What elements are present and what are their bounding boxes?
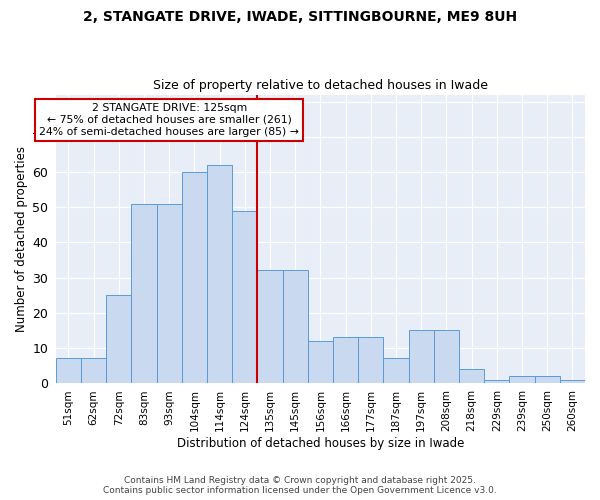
Bar [535, 376, 560, 383]
Text: Contains HM Land Registry data © Crown copyright and database right 2025.
Contai: Contains HM Land Registry data © Crown c… [103, 476, 497, 495]
X-axis label: Distribution of detached houses by size in Iwade: Distribution of detached houses by size … [177, 437, 464, 450]
Text: 2, STANGATE DRIVE, IWADE, SITTINGBOURNE, ME9 8UH: 2, STANGATE DRIVE, IWADE, SITTINGBOURNE,… [83, 10, 517, 24]
Bar [484, 380, 509, 383]
Bar [333, 338, 358, 383]
Bar [308, 341, 333, 383]
Bar [409, 330, 434, 383]
Bar [358, 338, 383, 383]
Bar [434, 330, 459, 383]
Bar [257, 270, 283, 383]
Bar [56, 358, 81, 383]
Bar [560, 380, 585, 383]
Text: 2 STANGATE DRIVE: 125sqm
← 75% of detached houses are smaller (261)
24% of semi-: 2 STANGATE DRIVE: 125sqm ← 75% of detach… [39, 104, 299, 136]
Bar [182, 172, 207, 383]
Bar [81, 358, 106, 383]
Bar [383, 358, 409, 383]
Bar [157, 204, 182, 383]
Bar [509, 376, 535, 383]
Bar [459, 369, 484, 383]
Bar [106, 295, 131, 383]
Bar [232, 210, 257, 383]
Y-axis label: Number of detached properties: Number of detached properties [15, 146, 28, 332]
Bar [131, 204, 157, 383]
Title: Size of property relative to detached houses in Iwade: Size of property relative to detached ho… [153, 79, 488, 92]
Bar [283, 270, 308, 383]
Bar [207, 165, 232, 383]
